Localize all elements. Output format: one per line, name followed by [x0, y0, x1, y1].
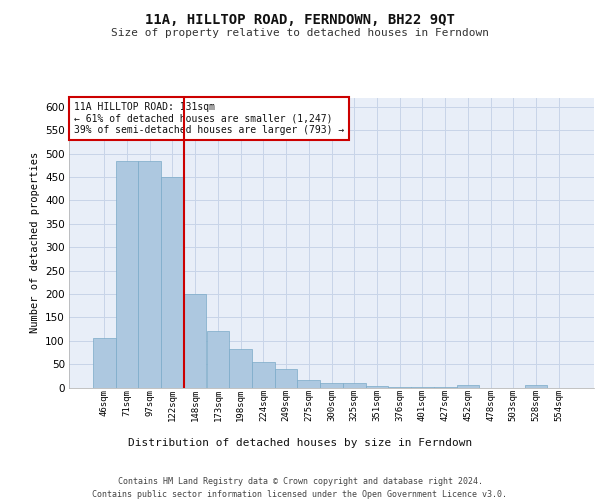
Bar [93, 338, 116, 388]
Bar [206, 332, 229, 388]
Bar [524, 384, 547, 388]
Bar [343, 383, 365, 388]
Text: 11A, HILLTOP ROAD, FERNDOWN, BH22 9QT: 11A, HILLTOP ROAD, FERNDOWN, BH22 9QT [145, 12, 455, 26]
Bar [252, 362, 275, 388]
Y-axis label: Number of detached properties: Number of detached properties [29, 152, 40, 333]
Bar [161, 177, 184, 388]
Bar [116, 160, 139, 388]
Bar [411, 386, 434, 388]
Bar [275, 369, 298, 388]
Bar [388, 386, 411, 388]
Text: Distribution of detached houses by size in Ferndown: Distribution of detached houses by size … [128, 438, 472, 448]
Bar [139, 160, 161, 388]
Text: Contains HM Land Registry data © Crown copyright and database right 2024.
Contai: Contains HM Land Registry data © Crown c… [92, 477, 508, 499]
Bar [365, 386, 388, 388]
Bar [320, 384, 343, 388]
Bar [457, 384, 479, 388]
Bar [184, 294, 206, 388]
Bar [434, 386, 457, 388]
Text: Size of property relative to detached houses in Ferndown: Size of property relative to detached ho… [111, 28, 489, 38]
Bar [298, 380, 320, 388]
Bar [229, 349, 252, 388]
Text: 11A HILLTOP ROAD: 131sqm
← 61% of detached houses are smaller (1,247)
39% of sem: 11A HILLTOP ROAD: 131sqm ← 61% of detach… [74, 102, 344, 135]
